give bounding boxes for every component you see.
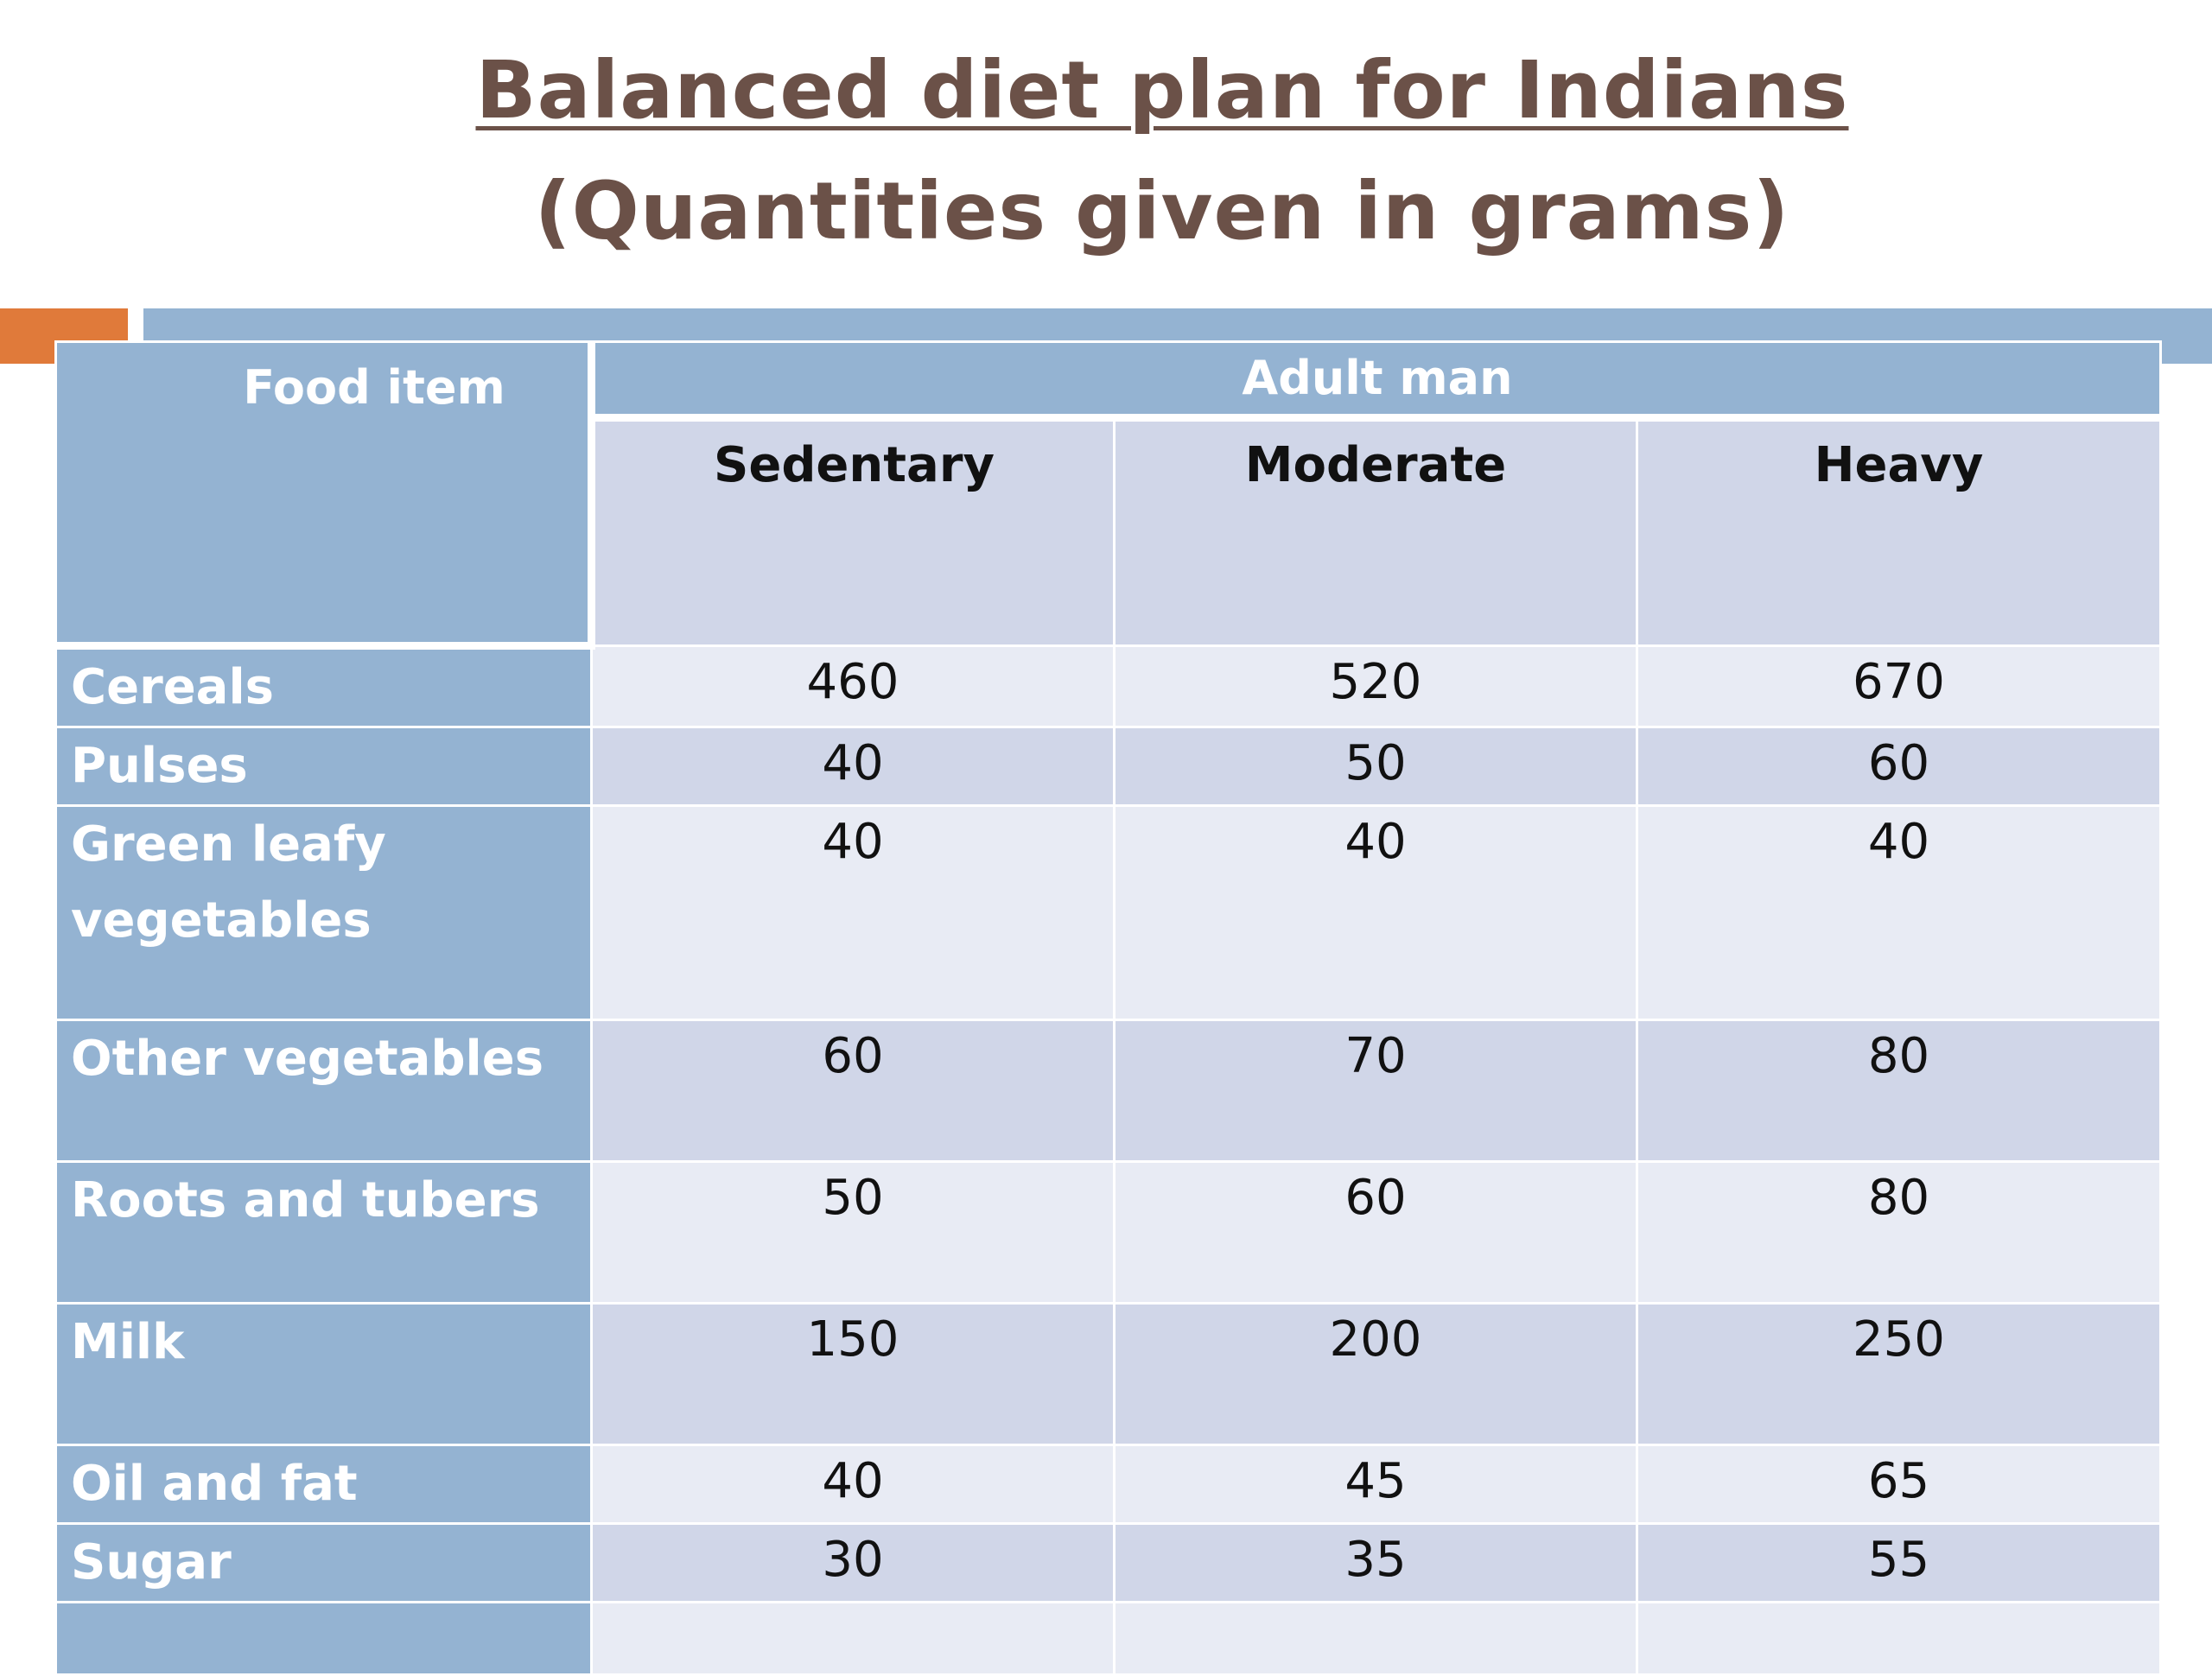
table-cell: [1636, 1601, 2162, 1676]
row-label: Sugar: [54, 1522, 593, 1603]
table-cell: 45: [1113, 1444, 1638, 1525]
table-cell: 80: [1636, 1019, 2162, 1163]
table-cell: 60: [1636, 726, 2162, 807]
diet-table-container: Food item Adult man Sedentary Moderate H…: [54, 340, 2162, 1676]
table-row: Green leafy vegetables 40 40 40: [54, 804, 2162, 1021]
table-cell: 50: [1113, 726, 1638, 807]
slide-title: Balanced diet plan for Indians (Quantiti…: [0, 35, 2212, 272]
row-label: Green leafy vegetables: [54, 804, 593, 1021]
table-cell: 40: [1636, 804, 2162, 1021]
table-row: Cereals 460 520 670: [54, 644, 2162, 728]
title-subtitle: (Quantities given in grams): [534, 165, 1790, 257]
table-cell: 670: [1636, 644, 2162, 728]
table-cell: 60: [1113, 1160, 1638, 1305]
table-cell: 30: [590, 1522, 1116, 1603]
table-cell: 80: [1636, 1160, 2162, 1305]
table-row: Milk 150 200 250: [54, 1302, 2162, 1446]
table-cell: 250: [1636, 1302, 2162, 1446]
table-cell: 60: [590, 1019, 1116, 1163]
diet-table: Food item Adult man Sedentary Moderate H…: [54, 340, 2162, 1676]
table-cell: 40: [590, 726, 1116, 807]
row-label: Oil and fat: [54, 1444, 593, 1525]
table-cell: 460: [590, 644, 1116, 728]
table-cell: 40: [590, 1444, 1116, 1525]
table-row: Pulses 40 50 60: [54, 726, 2162, 807]
column-header-moderate: Moderate: [1113, 416, 1638, 647]
table-cell: 50: [590, 1160, 1116, 1305]
table-cell: [590, 1601, 1116, 1676]
table-cell: [1113, 1601, 1638, 1676]
table-row: Oil and fat 40 45 65: [54, 1444, 2162, 1525]
adult-man-header: Adult man: [590, 340, 2162, 422]
table-cell: 520: [1113, 644, 1638, 728]
table-cell: 200: [1113, 1302, 1638, 1446]
table-cell: 55: [1636, 1522, 2162, 1603]
row-label: Other vegetables: [54, 1019, 593, 1163]
table-cell: 40: [590, 804, 1116, 1021]
column-header-heavy: Heavy: [1636, 416, 2162, 647]
table-row: Other vegetables 60 70 80: [54, 1019, 2162, 1163]
column-header-sedentary: Sedentary: [590, 416, 1116, 647]
table-cell: 40: [1113, 804, 1638, 1021]
table-cell: 35: [1113, 1522, 1638, 1603]
table-row: Roots and tubers 50 60 80: [54, 1160, 2162, 1305]
food-item-header: Food item: [54, 340, 595, 650]
table-cell: 70: [1113, 1019, 1638, 1163]
row-label: Cereals: [54, 644, 593, 728]
row-label: Pulses: [54, 726, 593, 807]
table-row-empty: [54, 1601, 2162, 1676]
title-main: Balanced diet plan for Indians: [475, 44, 1849, 136]
table-cell: 150: [590, 1302, 1116, 1446]
table-cell: 65: [1636, 1444, 2162, 1525]
row-label: Roots and tubers: [54, 1160, 593, 1305]
row-label: Milk: [54, 1302, 593, 1446]
row-label: [54, 1601, 593, 1676]
table-row: Sugar 30 35 55: [54, 1522, 2162, 1603]
